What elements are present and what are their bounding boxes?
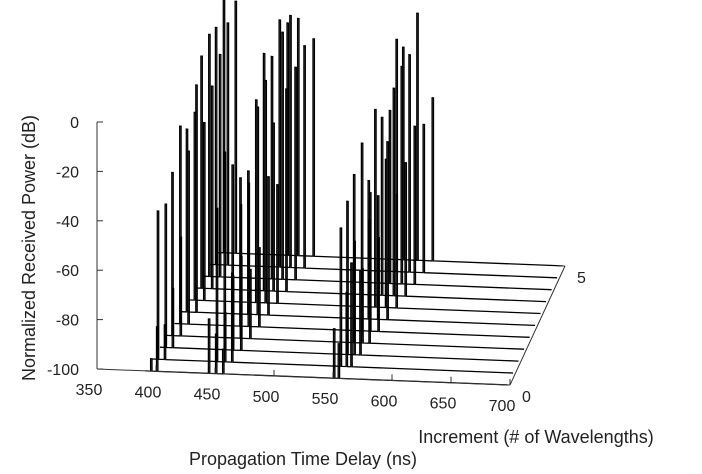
x-tick-label: 700: [489, 398, 516, 415]
z-tick-label: -80: [56, 313, 79, 330]
axis-ticks: 350 400 450 500 550 600 650 700 0 -20 -40 -60 -80 -10…: [47, 115, 586, 415]
x-tick-label: 500: [253, 389, 280, 406]
x-tick-label: 450: [194, 387, 221, 404]
z-tick-label: 0: [70, 115, 79, 132]
series-line-increment-0.5: [152, 207, 514, 374]
y-axis-line: [509, 265, 566, 386]
z-tick-label: -20: [56, 164, 79, 181]
y-tick-label: 0: [522, 389, 531, 406]
x-tick-label: 350: [76, 382, 103, 399]
x-tick-label: 650: [430, 396, 457, 413]
series-line-increment-3.5: [195, 52, 547, 303]
series-line-increment-5: [218, 0, 563, 267]
series-line-increment-2: [174, 125, 530, 338]
waterfall-traces: [145, 0, 563, 386]
z-axis-label: Normalized Received Power (dB): [19, 115, 39, 381]
z-tick-label: -40: [56, 214, 79, 231]
x-tick-label: 400: [135, 384, 162, 401]
series-line-increment-4.5: [210, 14, 558, 279]
series-line-increment-1: [159, 151, 519, 362]
series-line-increment-1.5: [166, 164, 525, 350]
x-tick-label: 600: [371, 393, 398, 410]
z-tick-label: -60: [56, 263, 79, 280]
x-axis-line: [96, 368, 511, 386]
chart-axes: [96, 122, 566, 386]
z-tick-label: -100: [47, 362, 79, 379]
y-axis-label: Increment (# of Wavelengths): [418, 427, 653, 447]
series-line-increment-4: [203, 31, 552, 291]
y-tick-label: 5: [577, 270, 586, 287]
x-tick-label: 550: [312, 391, 339, 408]
x-axis-label: Propagation Time Delay (ns): [189, 449, 417, 469]
